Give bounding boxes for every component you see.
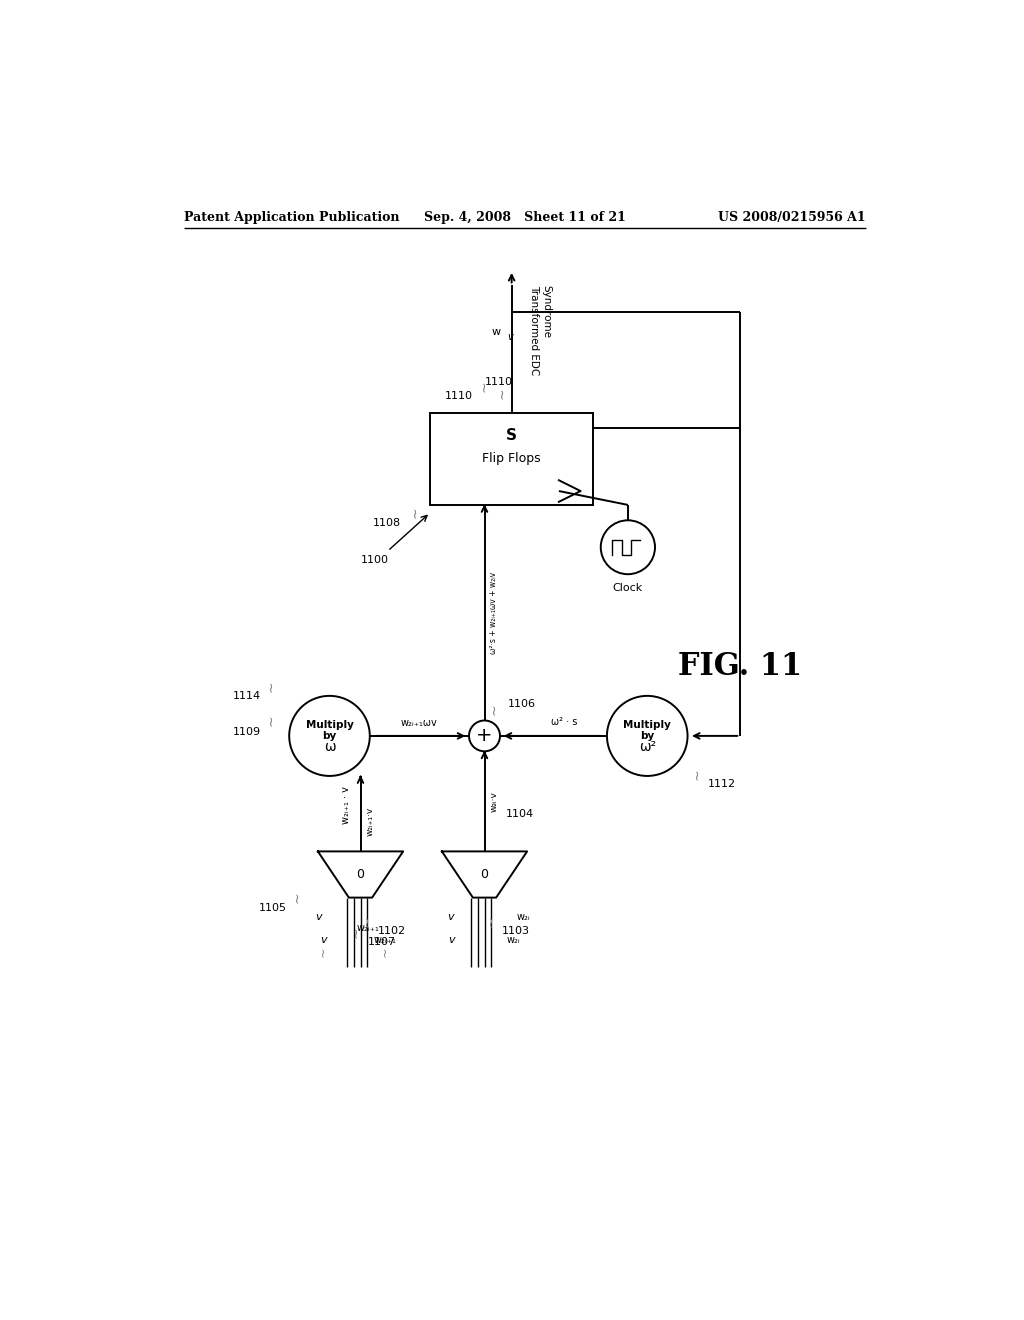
Circle shape — [601, 520, 655, 574]
Text: ω² · s: ω² · s — [551, 717, 578, 726]
Text: w₂ᵢ₊₁: w₂ᵢ₊₁ — [356, 924, 380, 933]
Text: 1103: 1103 — [502, 925, 529, 936]
Text: v: v — [507, 333, 513, 342]
Text: Patent Application Publication: Patent Application Publication — [183, 211, 399, 224]
Text: ω: ω — [324, 739, 335, 754]
Text: w₂ᵢ·v: w₂ᵢ·v — [489, 791, 498, 812]
Text: ~: ~ — [359, 915, 374, 927]
Text: ~: ~ — [496, 388, 509, 399]
Text: ω²·s + w₂ᵢ₊₁ωv + w₂ᵢv: ω²·s + w₂ᵢ₊₁ωv + w₂ᵢv — [489, 572, 498, 653]
Text: 1104: 1104 — [506, 809, 535, 820]
Text: by: by — [640, 731, 654, 741]
Text: 1114: 1114 — [233, 690, 261, 701]
Text: 1109: 1109 — [233, 727, 261, 737]
Text: v: v — [315, 912, 322, 921]
Circle shape — [289, 696, 370, 776]
Text: Clock: Clock — [612, 583, 643, 594]
Text: S: S — [506, 428, 517, 444]
Text: FIG. 11: FIG. 11 — [678, 651, 803, 682]
Text: v: v — [319, 935, 327, 945]
Text: Transformed EDC: Transformed EDC — [528, 285, 539, 376]
Text: ~: ~ — [290, 892, 304, 903]
Text: US 2008/0215956 A1: US 2008/0215956 A1 — [718, 211, 866, 224]
Text: v: v — [447, 912, 454, 921]
Text: 1106: 1106 — [508, 698, 536, 709]
Text: ~: ~ — [316, 946, 330, 957]
Text: 0: 0 — [480, 869, 488, 880]
Text: ~: ~ — [483, 915, 498, 927]
Text: w₂ᵢ₊₁ωv: w₂ᵢ₊₁ωv — [401, 718, 438, 729]
Text: w₂ᵢ₊₁: w₂ᵢ₊₁ — [374, 935, 396, 945]
Text: 1112: 1112 — [708, 779, 736, 789]
Text: 1108: 1108 — [373, 517, 400, 528]
Text: w₂ᵢ: w₂ᵢ — [516, 912, 530, 921]
Text: 1107: 1107 — [369, 937, 396, 948]
Text: 1102: 1102 — [378, 925, 406, 936]
Text: 1110: 1110 — [444, 391, 473, 400]
Text: ~: ~ — [486, 800, 501, 810]
Text: w₂ᵢ₊₁·v: w₂ᵢ₊₁·v — [366, 807, 374, 836]
Text: by: by — [323, 731, 337, 741]
Text: ~: ~ — [264, 714, 279, 726]
Text: Flip Flops: Flip Flops — [482, 453, 541, 465]
Text: w₂ᵢ: w₂ᵢ — [507, 935, 521, 945]
Text: 1100: 1100 — [360, 556, 388, 565]
Text: ~: ~ — [486, 704, 501, 714]
Text: v: v — [449, 935, 456, 945]
Bar — [430, 412, 593, 504]
Text: ~: ~ — [379, 946, 392, 957]
Circle shape — [469, 721, 500, 751]
Circle shape — [607, 696, 687, 776]
Text: ~: ~ — [690, 768, 705, 780]
Text: Multiply: Multiply — [624, 721, 671, 730]
Text: 0: 0 — [356, 869, 365, 880]
Text: 1105: 1105 — [259, 903, 287, 912]
Text: 1110: 1110 — [484, 376, 512, 387]
Text: ω²: ω² — [639, 739, 655, 754]
Text: ~: ~ — [408, 507, 422, 519]
Text: w₂ᵢ₊₁ · v: w₂ᵢ₊₁ · v — [341, 787, 351, 824]
Text: w: w — [492, 326, 501, 337]
Text: Syndrome: Syndrome — [541, 285, 551, 338]
Text: Sep. 4, 2008   Sheet 11 of 21: Sep. 4, 2008 Sheet 11 of 21 — [424, 211, 626, 224]
Text: Multiply: Multiply — [305, 721, 353, 730]
Text: +: + — [476, 726, 493, 746]
Text: ~: ~ — [349, 927, 364, 939]
Text: ~: ~ — [477, 380, 492, 392]
Text: ~: ~ — [264, 680, 279, 692]
